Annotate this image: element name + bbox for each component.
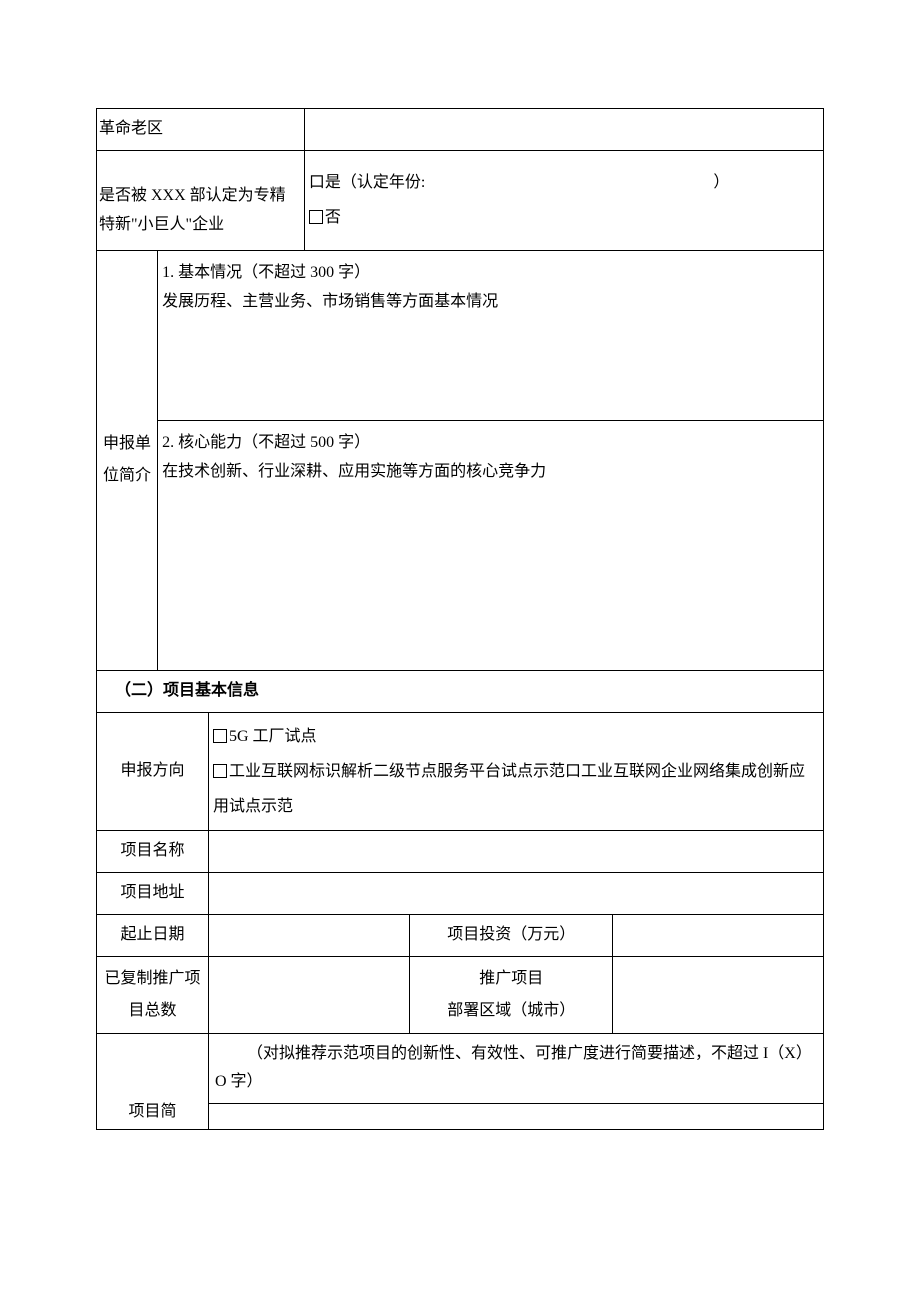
project-brief-label: 项目简 — [97, 1033, 209, 1130]
basic-situation-desc: 发展历程、主营业务、市场销售等方面基本情况 — [162, 288, 819, 317]
checkbox-icon[interactable] — [213, 729, 227, 743]
table-row: 项目简 （对拟推荐示范项目的创新性、有效性、可推广度进行简要描述，不超过 I（X… — [97, 1033, 824, 1104]
project-brief-desc: （对拟推荐示范项目的创新性、有效性、可推广度进行简要描述，不超过 I（X）O 字… — [208, 1033, 823, 1104]
checkbox-icon[interactable] — [213, 764, 227, 778]
deployment-region-label: 推广项目部署区域（城市） — [410, 956, 613, 1033]
core-capability-desc: 在技术创新、行业深耕、应用实施等方面的核心竞争力 — [162, 458, 819, 487]
project-name-label: 项目名称 — [97, 831, 209, 873]
core-capability-title: 2. 核心能力（不超过 500 字） — [162, 429, 819, 458]
revolution-area-value[interactable] — [304, 109, 823, 151]
little-giant-options[interactable]: 口是（认定年份: ） 否 — [304, 150, 823, 250]
replicated-projects-value[interactable] — [208, 956, 409, 1033]
application-direction-label: 申报方向 — [97, 712, 209, 831]
basic-situation-title: 1. 基本情况（不超过 300 字） — [162, 259, 819, 288]
table-row: 起止日期 项目投资（万元） — [97, 914, 824, 956]
table-row: 2. 核心能力（不超过 500 字） 在技术创新、行业深耕、应用实施等方面的核心… — [97, 420, 824, 670]
section-2-header: （二）项目基本信息 — [97, 670, 824, 712]
project-brief-content[interactable] — [208, 1104, 823, 1130]
basic-situation-cell[interactable]: 1. 基本情况（不超过 300 字） 发展历程、主营业务、市场销售等方面基本情况 — [158, 250, 824, 420]
direction-option-1: 5G 工厂试点 — [229, 728, 317, 745]
option-yes-suffix: ） — [713, 174, 729, 191]
option-no: 否 — [325, 209, 341, 226]
project-address-label: 项目地址 — [97, 872, 209, 914]
table-row: 革命老区 — [97, 109, 824, 151]
table-row: 项目地址 — [97, 872, 824, 914]
start-end-date-value[interactable] — [208, 914, 409, 956]
table-row: 项目名称 — [97, 831, 824, 873]
table-row: 已复制推广项目总数 推广项目部署区域（城市） — [97, 956, 824, 1033]
project-investment-label: 项目投资（万元） — [410, 914, 613, 956]
project-address-value[interactable] — [208, 872, 823, 914]
replicated-projects-label: 已复制推广项目总数 — [97, 956, 209, 1033]
revolution-area-label: 革命老区 — [97, 109, 305, 151]
table-row: 是否被 XXX 部认定为专精特新"小巨人"企业 口是（认定年份: ） 否 — [97, 150, 824, 250]
start-end-date-label: 起止日期 — [97, 914, 209, 956]
option-yes-prefix: 口是（认定年份: — [309, 174, 425, 191]
table-row: 申报单位简介 1. 基本情况（不超过 300 字） 发展历程、主营业务、市场销售… — [97, 250, 824, 420]
project-name-value[interactable] — [208, 831, 823, 873]
applicant-intro-label: 申报单位简介 — [97, 250, 158, 670]
deployment-region-value[interactable] — [613, 956, 824, 1033]
table-row: 申报方向 5G 工厂试点 工业互联网标识解析二级节点服务平台试点示范口工业互联网… — [97, 712, 824, 831]
table-row: （二）项目基本信息 — [97, 670, 824, 712]
direction-option-2: 工业互联网标识解析二级节点服务平台试点示范口工业互联网企业网络集成创新应用试点示… — [213, 763, 805, 815]
project-investment-value[interactable] — [613, 914, 824, 956]
core-capability-cell[interactable]: 2. 核心能力（不超过 500 字） 在技术创新、行业深耕、应用实施等方面的核心… — [158, 420, 824, 670]
application-direction-options[interactable]: 5G 工厂试点 工业互联网标识解析二级节点服务平台试点示范口工业互联网企业网络集… — [208, 712, 823, 831]
little-giant-label: 是否被 XXX 部认定为专精特新"小巨人"企业 — [97, 150, 305, 250]
application-form-table: 革命老区 是否被 XXX 部认定为专精特新"小巨人"企业 口是（认定年份: ） … — [96, 108, 824, 1130]
checkbox-icon[interactable] — [309, 210, 323, 224]
